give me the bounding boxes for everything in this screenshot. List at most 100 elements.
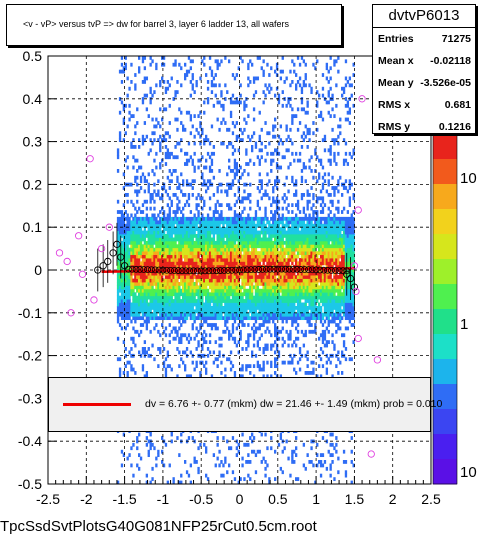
- heat-cell: [316, 59, 319, 64]
- heat-cell: [193, 258, 196, 262]
- heat-cell: [231, 309, 235, 314]
- heat-cell: [300, 220, 304, 225]
- heat-cell: [275, 288, 279, 293]
- heat-cell: [298, 223, 302, 228]
- heat-cell: [189, 312, 193, 317]
- heat-cell: [262, 271, 265, 276]
- heat-cell: [293, 295, 296, 300]
- heat-cell: [293, 240, 296, 245]
- heat-cell: [295, 306, 298, 310]
- heat-cell: [193, 230, 196, 235]
- heat-cell: [275, 312, 279, 317]
- heat-cell: [312, 247, 315, 252]
- heat-cell: [116, 240, 120, 245]
- heat-cell: [141, 247, 145, 252]
- heat-cell: [321, 316, 325, 321]
- heat-cell: [208, 251, 212, 256]
- heat-cell: [184, 264, 187, 269]
- heat-cell: [228, 292, 231, 297]
- heat-cell: [321, 336, 325, 341]
- heat-cell: [262, 237, 265, 242]
- heat-cell: [264, 343, 267, 348]
- heat-cell: [139, 316, 143, 321]
- heat-cell: [222, 247, 225, 252]
- heat-cell: [216, 357, 219, 362]
- heat-cell: [208, 295, 212, 300]
- heat-cell: [228, 329, 231, 334]
- heat-cell: [126, 282, 129, 286]
- heat-cell: [147, 439, 150, 444]
- heat-cell: [199, 230, 202, 235]
- heat-cell: [180, 189, 183, 194]
- heat-cell: [130, 251, 133, 256]
- heat-cell: [214, 206, 217, 211]
- heat-cell: [247, 473, 250, 478]
- heat-cell: [233, 258, 237, 262]
- heat-cell: [162, 80, 166, 84]
- heat-cell: [306, 316, 309, 321]
- heat-cell: [262, 193, 265, 197]
- heat-cell: [285, 237, 288, 242]
- heat-cell: [277, 261, 281, 266]
- heat-cell: [197, 278, 200, 283]
- heat-cell: [172, 254, 175, 259]
- heat-cell: [274, 93, 277, 98]
- heat-cell: [226, 299, 229, 303]
- heat-cell: [151, 275, 154, 279]
- heat-cell: [314, 288, 317, 293]
- heat-cell: [321, 258, 325, 262]
- heat-cell: [210, 158, 214, 163]
- heat-cell: [161, 117, 164, 122]
- heat-cell: [310, 240, 313, 245]
- heat-cell: [266, 258, 269, 262]
- heat-cell: [298, 347, 302, 351]
- heat-cell: [141, 97, 145, 101]
- heat-cell: [247, 261, 250, 266]
- heat-cell: [310, 285, 313, 290]
- heat-cell: [274, 364, 277, 369]
- heat-cell: [205, 227, 208, 232]
- heat-cell: [258, 189, 261, 194]
- heat-cell: [162, 62, 166, 67]
- heat-cell: [241, 237, 244, 242]
- heat-cell: [141, 309, 145, 314]
- heat-cell: [149, 86, 152, 91]
- heat-cell: [153, 258, 156, 262]
- heat-cell: [239, 258, 242, 262]
- heat-cell: [199, 251, 202, 256]
- heat-cell: [289, 285, 292, 290]
- heat-cell: [116, 302, 120, 307]
- heat-cell: [323, 172, 327, 177]
- heat-cell: [319, 374, 323, 379]
- heat-cell: [272, 288, 275, 293]
- heat-cell: [262, 69, 265, 74]
- heat-cell: [254, 309, 258, 314]
- heat-cell: [281, 316, 284, 321]
- heat-cell: [195, 364, 198, 369]
- heat-cell: [270, 162, 273, 166]
- heat-cell: [254, 306, 258, 310]
- heat-cell: [308, 158, 311, 163]
- heat-cell: [191, 436, 194, 440]
- heat-cell: [306, 103, 309, 108]
- heat-cell: [210, 316, 214, 321]
- heat-cell: [120, 278, 124, 283]
- heat-cell: [149, 282, 152, 286]
- heat-cell: [159, 295, 162, 300]
- heat-cell: [302, 278, 306, 283]
- heat-cell: [291, 203, 294, 208]
- heat-cell: [126, 155, 129, 160]
- heat-cell: [178, 254, 181, 259]
- heat-cell: [170, 199, 173, 204]
- heat-cell: [306, 261, 309, 266]
- heat-cell: [323, 319, 327, 324]
- heat-cell: [189, 220, 193, 225]
- heat-cell: [136, 220, 139, 225]
- heat-cell: [252, 333, 256, 338]
- heat-cell: [182, 261, 185, 266]
- heat-cell: [180, 244, 183, 249]
- heat-cell: [291, 237, 294, 242]
- heat-cell: [222, 237, 225, 242]
- heat-cell: [256, 364, 260, 369]
- heat-cell: [172, 477, 175, 482]
